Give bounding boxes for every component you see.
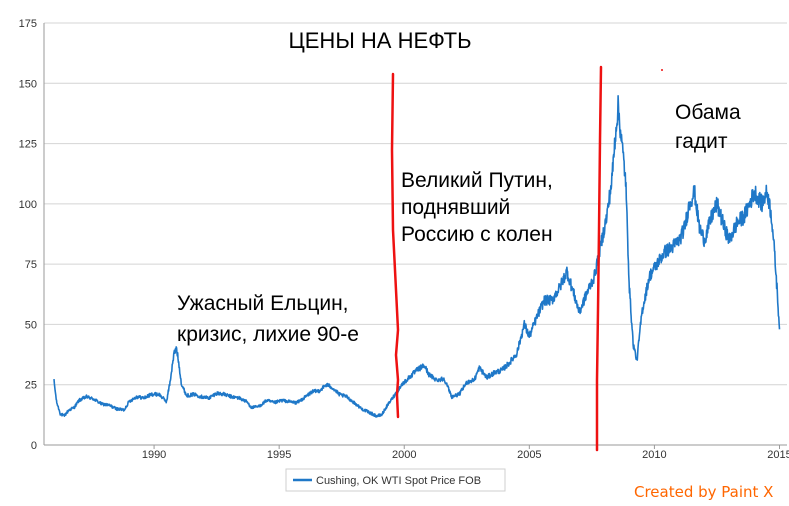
x-tick-label: 2010 [642,449,666,461]
x-tick-label: 1990 [142,449,166,461]
annotation-putin-line3: Россию с колен [401,223,553,246]
annotation-yeltsin-line2: кризис, лихие 90-е [177,323,359,346]
y-tick-label: 175 [19,18,37,30]
x-axis-ticks: 1990 1995 2000 2005 2010 2015 [142,445,789,461]
y-axis-ticks: 0 25 50 75 100 125 150 175 [19,18,37,452]
y-tick-label: 0 [31,440,37,452]
legend[interactable]: Cushing, OK WTI Spot Price FOB [285,468,506,492]
red-marker-line-2008 [595,65,603,452]
red-dot [661,69,663,71]
watermark: Created by Paint X [634,483,773,501]
y-tick-label: 125 [19,139,37,151]
x-tick-label: 2015 [767,449,789,461]
grid-lines [43,22,787,446]
x-tick-label: 1995 [267,449,291,461]
series-layer [53,95,781,418]
red-marker-line-2000 [390,72,400,419]
chart-title: ЦЕНЫ НА НЕФТЬ [288,28,471,53]
annotation-putin-line1: Великий Путин, [401,169,553,192]
x-tick-label: 2000 [392,449,416,461]
annotation-putin-line2: поднявший [401,196,510,219]
x-tick-label: 2005 [517,449,541,461]
annotation-obama-line1: Обама [675,101,741,124]
annotation-yeltsin-line1: Ужасный Ельцин, [177,292,349,315]
legend-label: Cushing, OK WTI Spot Price FOB [316,475,481,487]
y-tick-label: 25 [25,380,37,392]
series-line-wti [53,95,781,418]
y-tick-label: 100 [19,199,37,211]
y-tick-label: 75 [25,259,37,271]
annotation-obama-line2: гадит [675,130,728,153]
legend-box [285,468,506,492]
y-tick-label: 50 [25,319,37,331]
y-tick-label: 150 [19,78,37,90]
